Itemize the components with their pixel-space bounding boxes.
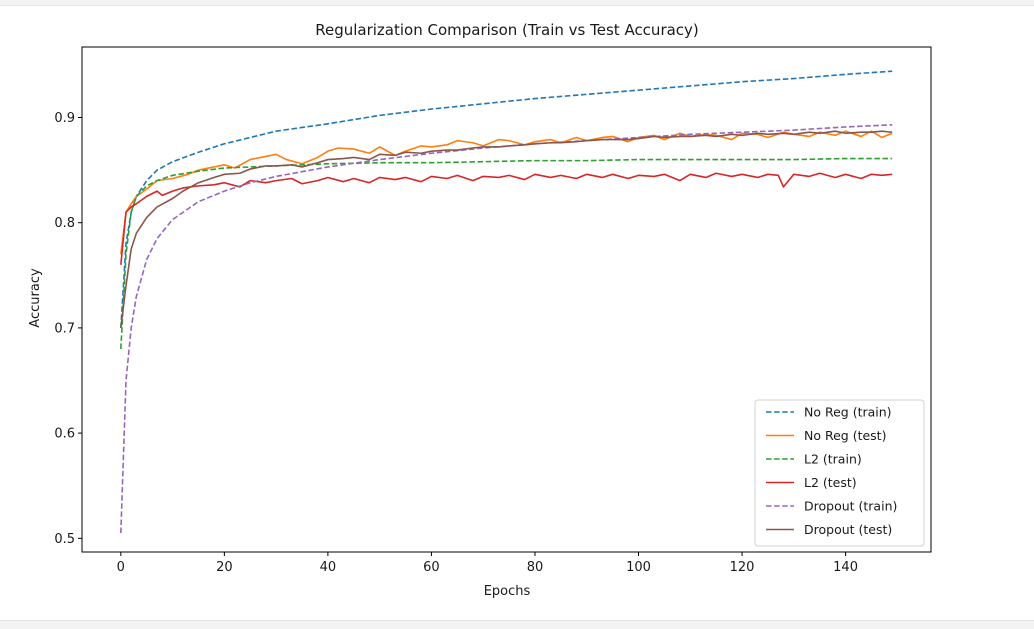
x-tick-label: 60	[423, 560, 440, 575]
legend-box	[754, 399, 925, 547]
series-line-6	[120, 130, 893, 329]
series-line-5	[120, 124, 893, 534]
plot-area	[120, 70, 893, 534]
series-line-2	[120, 130, 893, 255]
x-tick-label: 100	[626, 560, 651, 575]
legend-label: L2 (train)	[804, 452, 862, 467]
axes: 0 20 40 60 80 100 120 140 0.5 0.6 0.7 0.8 0.9	[54, 46, 932, 575]
legend-label: Dropout (test)	[804, 522, 892, 537]
bottom-toolbar-strip	[0, 620, 1034, 629]
x-tick-label: 0	[117, 560, 125, 575]
x-axis-label: Epochs	[484, 584, 531, 599]
x-tick-label: 120	[730, 560, 755, 575]
legend-label: Dropout (train)	[804, 499, 897, 514]
series-line-4	[120, 172, 893, 265]
x-tick-label: 80	[527, 560, 544, 575]
y-axis-label: Accuracy	[28, 268, 43, 328]
legend-label: L2 (test)	[804, 475, 857, 490]
top-toolbar-strip	[0, 0, 1034, 6]
x-tick-label: 40	[320, 560, 337, 575]
y-tick-label: 0.5	[54, 532, 75, 547]
legend-label: No Reg (test)	[804, 428, 886, 443]
series-line-1	[120, 70, 893, 328]
y-tick-label: 0.7	[54, 321, 75, 336]
y-tick-label: 0.9	[54, 111, 75, 126]
legend-label: No Reg (train)	[804, 405, 892, 420]
y-tick-label: 0.6	[54, 427, 75, 442]
series-line-3	[120, 157, 893, 349]
chart-legend: No Reg (train) No Reg (test) L2 (train) L2 …	[754, 399, 925, 547]
x-tick-label: 140	[833, 560, 858, 575]
y-tick-label: 0.8	[54, 216, 75, 231]
chart-title: Regularization Comparison (Train vs Test…	[315, 21, 699, 39]
axes-frame	[81, 46, 932, 553]
x-tick-label: 20	[216, 560, 233, 575]
